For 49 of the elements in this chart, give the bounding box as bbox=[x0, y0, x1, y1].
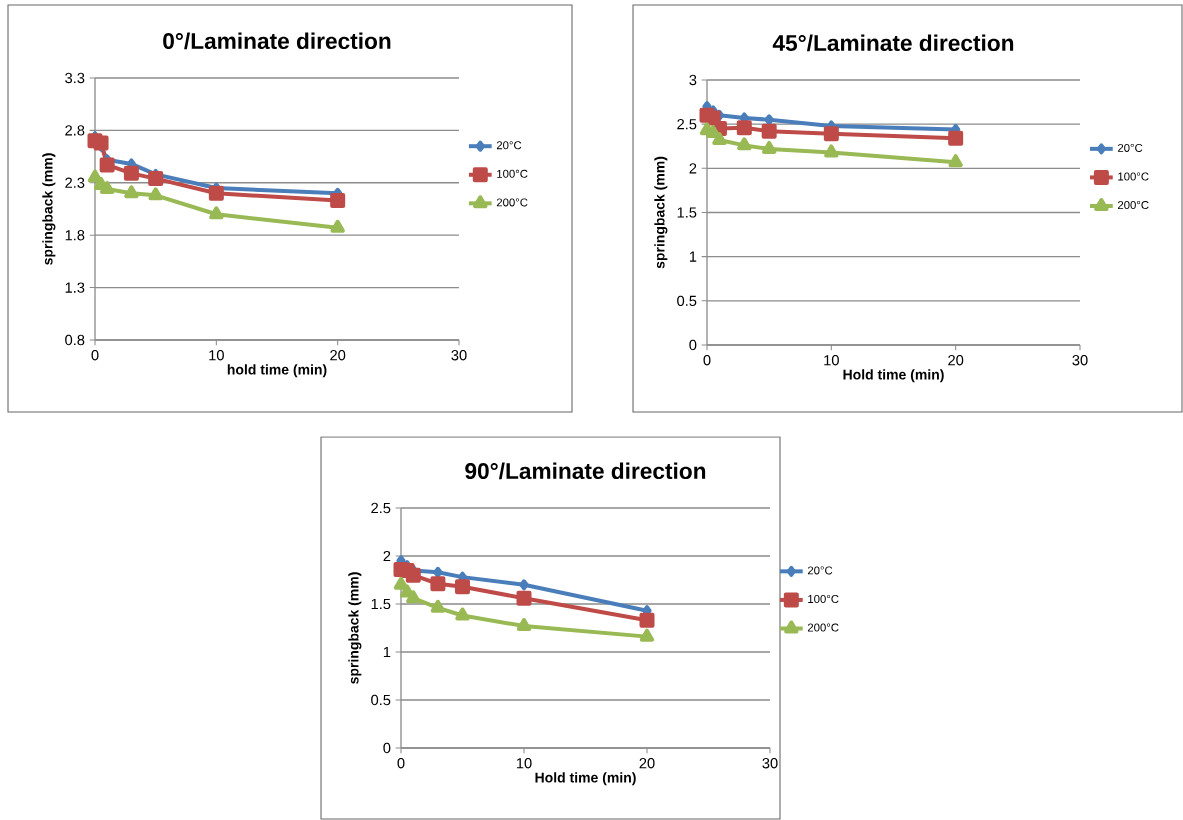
y-tick-label: 2.5 bbox=[677, 118, 697, 130]
y-tick-label: 2.5 bbox=[371, 502, 391, 514]
y-tick-label: 1.8 bbox=[65, 230, 85, 241]
x-tick-label: 0 bbox=[397, 758, 405, 769]
y-tick-label: 1 bbox=[383, 646, 391, 658]
y-tick-label: 1.5 bbox=[677, 207, 697, 218]
x-tick-label: 10 bbox=[824, 355, 839, 366]
legend-label: 200°C bbox=[1117, 201, 1149, 210]
legend-label: 20°C bbox=[1117, 143, 1143, 152]
y-tick-label: 2 bbox=[689, 163, 697, 174]
x-tick-label: 0 bbox=[91, 350, 99, 361]
x-axis-title: hold time (min) bbox=[227, 364, 327, 378]
chart-title: 90°/Laminate direction bbox=[465, 462, 706, 480]
y-tick-label: 0.5 bbox=[371, 694, 391, 706]
legend-label: 20°C bbox=[807, 566, 833, 575]
y-tick-label: 2.8 bbox=[65, 125, 85, 136]
x-tick-label: 30 bbox=[451, 350, 467, 361]
y-tick-label: 2 bbox=[383, 550, 391, 562]
x-axis-title: Hold time (min) bbox=[843, 369, 944, 383]
legend-label: 200°C bbox=[807, 623, 839, 632]
y-tick-label: 1.5 bbox=[371, 598, 391, 610]
x-tick-label: 20 bbox=[330, 350, 346, 361]
x-tick-label: 10 bbox=[516, 758, 532, 769]
legend-label: 100°C bbox=[497, 169, 528, 178]
y-tick-label: 0 bbox=[689, 339, 697, 351]
y-tick-label: 0 bbox=[383, 742, 391, 754]
chart-title: 0°/Laminate direction bbox=[163, 32, 391, 50]
x-axis-title: Hold time (min) bbox=[535, 772, 636, 786]
x-tick-label: 0 bbox=[703, 355, 711, 366]
y-axis-title: springback (mm) bbox=[654, 156, 668, 269]
x-tick-label: 20 bbox=[948, 355, 964, 366]
y-tick-label: 3.3 bbox=[65, 72, 85, 84]
x-tick-label: 30 bbox=[762, 758, 778, 769]
y-tick-label: 3 bbox=[689, 74, 697, 86]
x-tick-label: 20 bbox=[639, 758, 655, 769]
y-tick-label: 0.8 bbox=[65, 334, 85, 346]
legend-label: 100°C bbox=[808, 594, 839, 603]
y-axis-title: springback (mm) bbox=[348, 572, 362, 684]
y-tick-label: 1 bbox=[689, 251, 697, 262]
chart-title: 45°/Laminate direction bbox=[772, 34, 1014, 52]
y-axis-title: springback (mm) bbox=[42, 153, 56, 265]
legend-label: 200°C bbox=[496, 198, 528, 207]
x-tick-label: 10 bbox=[209, 350, 224, 361]
y-tick-label: 1.3 bbox=[65, 282, 85, 293]
legend-label: 20°C bbox=[496, 141, 522, 150]
legend-label: 100°C bbox=[1118, 172, 1149, 181]
y-tick-label: 0.5 bbox=[677, 295, 697, 307]
y-tick-label: 2.3 bbox=[65, 177, 85, 188]
x-tick-label: 30 bbox=[1072, 355, 1088, 366]
